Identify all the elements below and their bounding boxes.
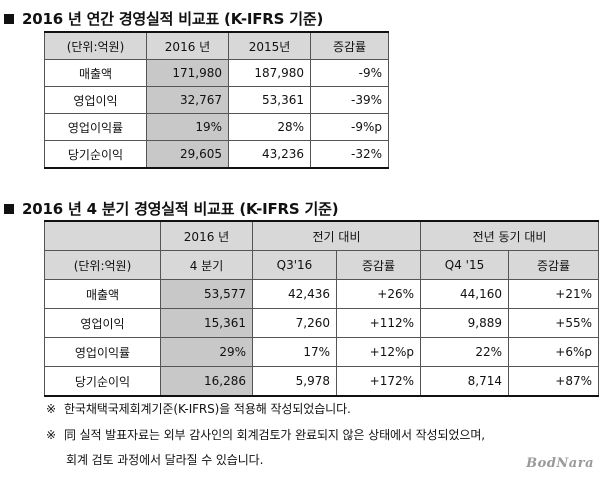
square-bullet-icon	[4, 14, 14, 24]
yoy-value: +87%	[508, 366, 600, 397]
section1-title: 2016 년 연간 경영실적 비교표 (K-IFRS 기준)	[4, 8, 323, 29]
value-2015: 43,236	[228, 140, 311, 169]
table-row: 영업이익 15,361 7,260 +112% 9,889 +55%	[44, 308, 600, 338]
year-2016-header: 2016 년	[160, 220, 253, 251]
qoq-value: +112%	[335, 308, 422, 338]
change-value: -9%	[310, 59, 389, 87]
square-bullet-icon	[4, 204, 14, 214]
watermark-logo: BodNara	[526, 456, 594, 471]
year-2016-header: 2016 년	[146, 31, 229, 60]
row-label: 영업이익	[44, 86, 147, 114]
yoy-value: +6%p	[508, 337, 600, 367]
qoq-value: +172%	[335, 366, 422, 397]
section2-title-text: 2016 년 4 분기 경영실적 비교표 (K-IFRS 기준)	[22, 200, 339, 218]
row-label: 당기순이익	[44, 140, 147, 169]
q4-15-value: 44,160	[420, 279, 510, 309]
table-row: 매출액 171,980 187,980 -9%	[44, 59, 389, 87]
reference-mark-icon: ※	[46, 428, 56, 442]
q3-16-value: 17%	[252, 337, 337, 367]
section2-title: 2016 년 4 분기 경영실적 비교표 (K-IFRS 기준)	[4, 198, 339, 219]
unit-header-top	[44, 220, 161, 251]
value-2016: 29,605	[146, 140, 229, 169]
yoy-group-header: 전년 동기 대비	[420, 220, 600, 251]
q4-16-value: 53,577	[160, 279, 253, 309]
value-2016: 32,767	[146, 86, 229, 114]
change-header: 증감률	[310, 31, 389, 60]
value-2015: 53,361	[228, 86, 311, 114]
qoq-value: +26%	[335, 279, 422, 309]
qoq-group-header: 전기 대비	[251, 220, 422, 251]
table-header-row: (단위:억원) 2016 년 2015년 증감률	[44, 31, 389, 60]
table-header-row-top: 2016 년 전기 대비 전년 동기 대비	[44, 220, 600, 251]
note-text: 한국채택국제회계기준(K-IFRS)을 적용해 작성되었습니다.	[63, 402, 351, 416]
qoq-value: +12%p	[335, 337, 422, 367]
note-text: 同 실적 발표자료는 외부 감사인의 회계검토가 완료되지 않은 상태에서 작성…	[63, 428, 485, 442]
value-2015: 28%	[228, 113, 311, 141]
q4-16-value: 15,361	[160, 308, 253, 338]
q4-16-value: 16,286	[160, 366, 253, 397]
q3-16-value: 42,436	[252, 279, 337, 309]
value-2016: 19%	[146, 113, 229, 141]
change-value: -9%p	[310, 113, 389, 141]
yoy-value: +55%	[508, 308, 600, 338]
q4-15-value: 22%	[420, 337, 510, 367]
row-label: 당기순이익	[44, 366, 161, 397]
table-row: 당기순이익 29,605 43,236 -32%	[44, 140, 389, 169]
reference-mark-icon: ※	[46, 402, 56, 416]
change-value: -39%	[310, 86, 389, 114]
annual-comparison-table: (단위:억원) 2016 년 2015년 증감률 매출액 171,980 187…	[44, 31, 389, 169]
year-2015-header: 2015년	[228, 31, 311, 60]
q3-16-value: 7,260	[252, 308, 337, 338]
table-row: 매출액 53,577 42,436 +26% 44,160 +21%	[44, 279, 600, 309]
q4-15-value: 9,889	[420, 308, 510, 338]
q4-header: 4 분기	[160, 250, 253, 280]
unit-header: (단위:억원)	[44, 250, 161, 280]
note-ifrs: ※ 한국채택국제회계기준(K-IFRS)을 적용해 작성되었습니다.	[46, 400, 351, 417]
row-label: 매출액	[44, 59, 147, 87]
table-header-row-bottom: (단위:억원) 4 분기 Q3'16 증감률 Q4 '15 증감률	[44, 250, 600, 280]
row-label: 영업이익률	[44, 337, 161, 367]
qoq-change-header: 증감률	[335, 250, 422, 280]
note-disclaimer: ※ 同 실적 발표자료는 외부 감사인의 회계검토가 완료되지 않은 상태에서 작…	[46, 426, 485, 443]
q3-16-value: 5,978	[252, 366, 337, 397]
q4-15-header: Q4 '15	[420, 250, 510, 280]
table-row: 영업이익률 29% 17% +12%p 22% +6%p	[44, 337, 600, 367]
yoy-change-header: 증감률	[508, 250, 600, 280]
change-value: -32%	[310, 140, 389, 169]
table-row: 영업이익률 19% 28% -9%p	[44, 113, 389, 141]
table-row: 당기순이익 16,286 5,978 +172% 8,714 +87%	[44, 366, 600, 397]
q4-15-value: 8,714	[420, 366, 510, 397]
value-2015: 187,980	[228, 59, 311, 87]
section1-title-text: 2016 년 연간 경영실적 비교표 (K-IFRS 기준)	[22, 10, 324, 28]
unit-header: (단위:억원)	[44, 31, 147, 60]
row-label: 영업이익	[44, 308, 161, 338]
q3-16-header: Q3'16	[252, 250, 337, 280]
value-2016: 171,980	[146, 59, 229, 87]
row-label: 영업이익률	[44, 113, 147, 141]
q4-16-value: 29%	[160, 337, 253, 367]
quarterly-comparison-table: 2016 년 전기 대비 전년 동기 대비 (단위:억원) 4 분기 Q3'16…	[44, 220, 600, 397]
row-label: 매출액	[44, 279, 161, 309]
yoy-value: +21%	[508, 279, 600, 309]
table-row: 영업이익 32,767 53,361 -39%	[44, 86, 389, 114]
note-disclaimer-cont: 회계 검토 과정에서 달라질 수 있습니다.	[66, 453, 264, 467]
